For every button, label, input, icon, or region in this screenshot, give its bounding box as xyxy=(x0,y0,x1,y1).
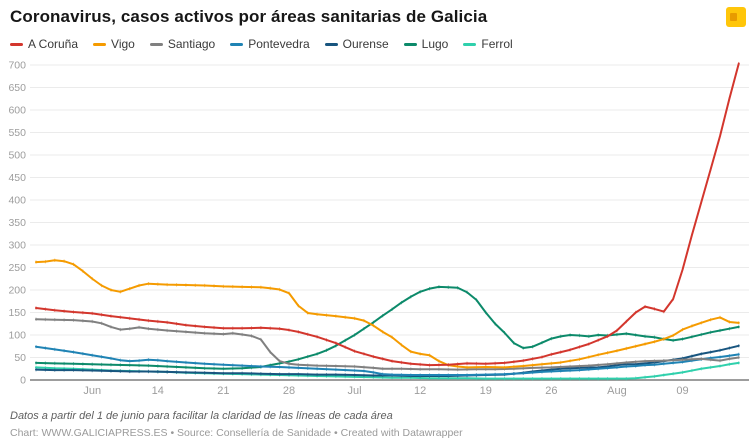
y-tick-label: 700 xyxy=(8,60,26,72)
y-tick-label: 50 xyxy=(14,352,26,364)
legend-dash-icon xyxy=(93,42,107,46)
x-tick-label: Jun xyxy=(83,385,101,397)
x-tick-label: 14 xyxy=(152,385,164,397)
x-axis-labels: Jun 14 21 28 Jul 12 19 26 Aug 09 xyxy=(83,385,688,397)
y-tick-label: 650 xyxy=(8,82,26,94)
legend-dash-icon xyxy=(463,42,477,46)
legend-label: Vigo xyxy=(111,37,135,51)
series-day-markers xyxy=(35,61,740,367)
legend: A Coruña Vigo Santiago Pontevedra Ourense Lug… xyxy=(10,37,746,51)
legend-label: Ferrol xyxy=(481,37,513,51)
publisher-logo-icon xyxy=(726,7,746,27)
series-day-markers xyxy=(35,345,740,377)
y-tick-label: 400 xyxy=(8,195,26,207)
legend-item-ferrol: Ferrol xyxy=(463,37,513,51)
y-tick-label: 100 xyxy=(8,330,26,342)
x-tick-label: 09 xyxy=(676,385,688,397)
y-tick-label: 300 xyxy=(8,240,26,252)
y-tick-label: 450 xyxy=(8,172,26,184)
y-tick-label: 550 xyxy=(8,127,26,139)
line-chart: 0 50 100 150 200 250 300 350 400 450 500 550 600 650 7… xyxy=(8,60,749,397)
legend-dash-icon xyxy=(230,42,244,46)
series-path xyxy=(35,318,740,371)
y-tick-label: 200 xyxy=(8,285,26,297)
series-day-markers xyxy=(35,258,740,370)
series-path xyxy=(35,62,740,367)
legend-label: Ourense xyxy=(342,37,389,51)
x-tick-label: 26 xyxy=(545,385,557,397)
legend-dash-icon xyxy=(10,42,23,46)
series-line-santiago xyxy=(35,317,740,372)
chart-footer: Datos a partir del 1 de junio para facil… xyxy=(10,410,746,439)
legend-label: Lugo xyxy=(421,37,449,51)
series-line-vigo xyxy=(35,258,740,370)
x-tick-label: 21 xyxy=(217,385,229,397)
legend-label: Pontevedra xyxy=(248,37,310,51)
page-title: Coronavirus, casos activos por áreas san… xyxy=(10,7,488,26)
legend-label: A Coruña xyxy=(28,37,79,51)
legend-item-santiago: Santiago xyxy=(149,37,216,51)
y-grid: 0 50 100 150 200 250 300 350 400 450 500 550 600 650 7… xyxy=(8,60,749,387)
chart-header: Coronavirus, casos activos por áreas san… xyxy=(10,6,746,51)
x-tick-label: Aug xyxy=(607,385,627,397)
legend-item-vigo: Vigo xyxy=(93,37,135,51)
y-tick-label: 150 xyxy=(8,307,26,319)
chart-credits: Chart: WWW.GALICIAPRESS.ES • Source: Con… xyxy=(10,427,463,439)
series-line-pontevedra xyxy=(35,345,740,377)
legend-item-lugo: Lugo xyxy=(403,37,449,51)
legend-item-a-coruña: A Coruña xyxy=(10,37,78,51)
legend-dash-icon xyxy=(149,42,163,46)
legend-dash-icon xyxy=(324,42,338,46)
chart-note: Datos a partir del 1 de junio para facil… xyxy=(10,410,393,422)
y-tick-label: 250 xyxy=(8,262,26,274)
y-tick-label: 600 xyxy=(8,105,26,117)
x-tick-label: 12 xyxy=(414,385,426,397)
x-tick-label: 28 xyxy=(283,385,295,397)
y-tick-label: 500 xyxy=(8,150,26,162)
y-tick-label: 0 xyxy=(20,375,26,387)
legend-dash-icon xyxy=(403,42,417,46)
y-tick-label: 350 xyxy=(8,217,26,229)
series-line-a-coruña xyxy=(35,61,740,367)
legend-label: Santiago xyxy=(167,37,216,51)
series-day-markers xyxy=(35,317,740,372)
legend-item-pontevedra: Pontevedra xyxy=(230,37,310,51)
legend-item-ourense: Ourense xyxy=(324,37,389,51)
x-tick-label: Jul xyxy=(348,385,362,397)
x-tick-label: 19 xyxy=(480,385,492,397)
